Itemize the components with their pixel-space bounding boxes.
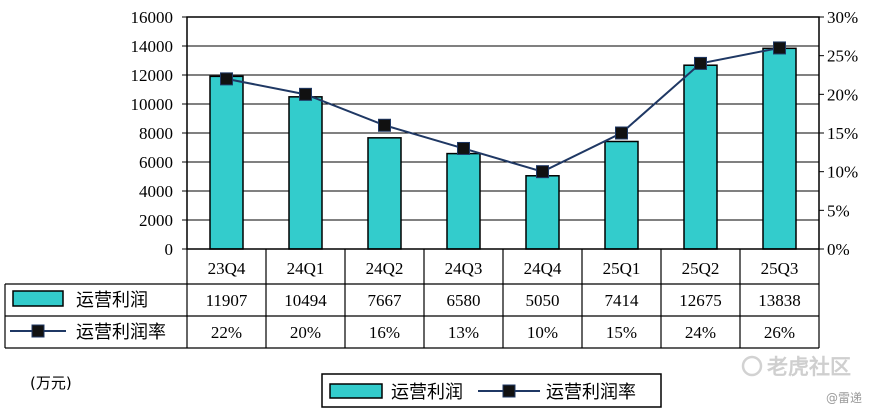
table-row-label-line: 运营利润率 [76, 322, 166, 343]
line-marker [615, 126, 628, 140]
marker-swatch [31, 324, 45, 338]
line-marker [457, 141, 470, 155]
y-left-tick-label: 6000 [139, 153, 173, 172]
y-left-tick-label: 12000 [131, 66, 174, 85]
table-cell-line-value: 10% [527, 323, 558, 342]
table-cell-bar-value: 12675 [679, 291, 722, 310]
y-left-tick-label: 16000 [131, 8, 174, 27]
watermark-source: @雷递 [826, 391, 862, 405]
x-tick-label: 25Q1 [603, 259, 641, 278]
table-row-key-line: 运营利润率 [10, 322, 166, 343]
y-left-tick-label: 2000 [139, 211, 173, 230]
line-series [220, 41, 786, 179]
legend-label-line: 运营利润率 [546, 382, 636, 403]
table-cell-bar-value: 11907 [206, 291, 248, 310]
table-cell-bar-value: 7667 [368, 291, 403, 310]
x-tick-label: 25Q3 [761, 259, 799, 278]
table-cell-bar-value: 13838 [758, 291, 801, 310]
data-table: 23Q4 24Q1 24Q2 24Q3 24Q4 25Q1 25Q2 25Q3 11907 104… [4, 249, 820, 349]
y-left-tick-label: 8000 [139, 124, 173, 143]
y-right-tick-label: 0% [827, 240, 850, 259]
table-row-key-bar: 运营利润 [12, 290, 148, 311]
unit-label: (万元) [30, 374, 72, 392]
legend: 运营利润 运营利润率 [321, 373, 662, 408]
bar-series [209, 47, 797, 250]
y-right-tick-label: 20% [827, 85, 858, 104]
table-row-label-bar: 运营利润 [76, 290, 148, 311]
y-right-tick-label: 10% [827, 163, 858, 182]
table-cell-line-value: 22% [211, 323, 242, 342]
x-tick-label: 24Q3 [445, 259, 483, 278]
watermark: 老虎社区 @雷递 [741, 355, 862, 405]
x-tick-label: 25Q2 [682, 259, 720, 278]
watermark-logo-icon [741, 355, 763, 377]
bar [683, 64, 718, 250]
legend-bar-swatch [329, 383, 383, 399]
bar [446, 152, 481, 250]
table-cell-line-value: 20% [290, 323, 321, 342]
x-tick-label: 23Q4 [208, 259, 246, 278]
gridlines [187, 16, 819, 250]
y-left-tick-label: 4000 [139, 182, 173, 201]
bar [525, 175, 560, 250]
y-left-tick-label: 14000 [131, 37, 174, 56]
table-cell-bar-value: 5050 [526, 291, 560, 310]
line-marker [773, 41, 786, 55]
x-tick-label: 24Q2 [366, 259, 404, 278]
table-cell-bar-value: 10494 [284, 291, 327, 310]
line-marker [536, 165, 549, 179]
y-right-tick-label: 30% [827, 8, 858, 27]
line-marker [694, 56, 707, 70]
table-cell-line-value: 24% [685, 323, 716, 342]
y-left-tick-label: 10000 [131, 95, 174, 114]
bar-swatch [12, 290, 64, 307]
bar [762, 47, 797, 250]
axes: 0 2000 4000 6000 8000 10000 12000 14000 16000 0% 5… [131, 8, 859, 259]
table-cell-line-value: 15% [606, 323, 637, 342]
y-right-tick-label: 25% [827, 47, 858, 66]
line-marker [378, 118, 391, 132]
bar [367, 137, 402, 250]
table-cell-bar-value: 6580 [447, 291, 481, 310]
bar [209, 75, 244, 250]
line-marker [299, 87, 312, 101]
legend-label-bar: 运营利润 [391, 382, 463, 403]
x-tick-label: 24Q4 [524, 259, 562, 278]
y-right-tick-label: 15% [827, 124, 858, 143]
y-left-tick-label: 0 [165, 240, 174, 259]
table-cell-bar-value: 7414 [605, 291, 640, 310]
y-right-tick-label: 5% [827, 201, 850, 220]
watermark-text: 老虎社区 [767, 355, 851, 379]
table-cell-line-value: 26% [764, 323, 795, 342]
line-marker [220, 72, 233, 86]
x-tick-label: 24Q1 [287, 259, 325, 278]
table-cell-line-value: 16% [369, 323, 400, 342]
series-line [226, 46, 780, 173]
table-cell-line-value: 13% [448, 323, 479, 342]
bar [288, 96, 323, 250]
bar [604, 140, 639, 250]
legend-marker-swatch [502, 384, 516, 398]
